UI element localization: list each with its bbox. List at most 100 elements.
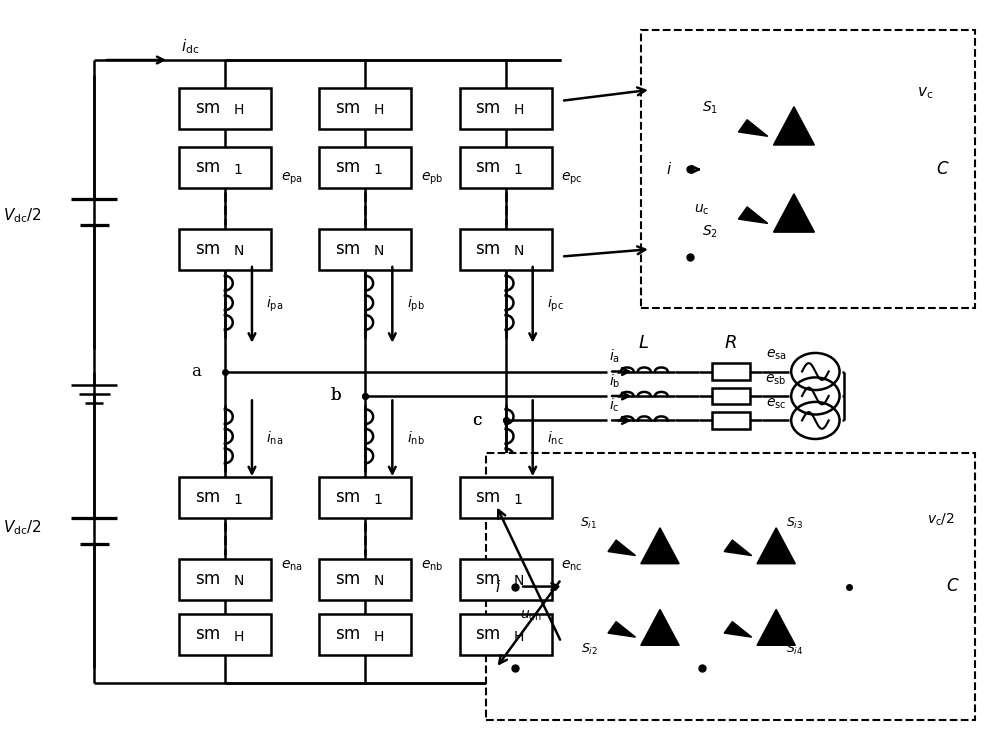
Text: $\mathrm{1}$: $\mathrm{1}$ [373,163,383,177]
Text: $\mathrm{sm}$: $\mathrm{sm}$ [195,571,220,588]
Text: a: a [191,363,201,380]
Text: $i$: $i$ [666,161,672,178]
Polygon shape [773,107,814,145]
Text: $\mathrm{1}$: $\mathrm{1}$ [513,163,523,177]
Text: $i$: $i$ [495,579,501,594]
Text: $\mathrm{sm}$: $\mathrm{sm}$ [475,241,501,258]
Text: $\mathrm{sm}$: $\mathrm{sm}$ [335,159,360,176]
Bar [486,453,975,720]
Text: c: c [472,412,481,429]
Text: $S_{i1}$: $S_{i1}$ [580,516,598,531]
Polygon shape [641,528,679,564]
Text: $\mathrm{1}$: $\mathrm{1}$ [233,163,242,177]
Text: $S_2$: $S_2$ [702,224,718,240]
Text: $\mathrm{H}$: $\mathrm{H}$ [373,103,384,117]
Text: $S_{i4}$: $S_{i4}$ [786,642,803,657]
Text: $e_{\mathrm{nb}}$: $e_{\mathrm{nb}}$ [421,559,443,574]
Bar [460,559,552,600]
Text: $\mathrm{sm}$: $\mathrm{sm}$ [335,626,360,643]
Text: $S_1$: $S_1$ [702,99,718,115]
Text: $V_{\mathrm{dc}}/2$: $V_{\mathrm{dc}}/2$ [3,207,41,225]
Text: $\mathrm{sm}$: $\mathrm{sm}$ [475,626,501,643]
Bar [179,88,271,129]
Text: $C$: $C$ [936,161,950,178]
Text: $\mathrm{1}$: $\mathrm{1}$ [513,493,523,507]
Polygon shape [757,528,795,564]
Text: $i_{\mathrm{b}}$: $i_{\mathrm{b}}$ [609,372,621,390]
Bar [460,88,552,129]
Text: $i_{\mathrm{nc}}$: $i_{\mathrm{nc}}$ [547,429,564,447]
Text: $C$: $C$ [946,578,960,595]
Text: $\mathrm{N}$: $\mathrm{N}$ [373,244,384,259]
Polygon shape [757,609,795,646]
Text: $u_{\mathrm{c}}$: $u_{\mathrm{c}}$ [694,203,710,218]
Bar [319,614,411,655]
Polygon shape [608,622,636,637]
Polygon shape [608,540,636,556]
Text: $v_{\mathrm{c}}$: $v_{\mathrm{c}}$ [917,85,933,101]
Text: $\mathrm{H}$: $\mathrm{H}$ [233,630,244,644]
Bar [712,412,750,429]
Text: $\mathrm{sm}$: $\mathrm{sm}$ [475,571,501,588]
Text: $u_{\mathrm{ch}}$: $u_{\mathrm{ch}}$ [520,609,542,623]
Polygon shape [738,120,768,136]
Text: $\mathrm{H}$: $\mathrm{H}$ [233,103,244,117]
Bar [179,147,271,188]
Polygon shape [773,194,814,232]
Text: $e_{\mathrm{pb}}$: $e_{\mathrm{pb}}$ [421,171,443,186]
Text: $v_{\mathrm{c}}/2$: $v_{\mathrm{c}}/2$ [927,512,954,528]
Text: $i_{\mathrm{c}}$: $i_{\mathrm{c}}$ [609,397,620,415]
Text: $e_{\mathrm{na}}$: $e_{\mathrm{na}}$ [281,559,302,574]
Bar [712,363,750,380]
Bar [712,388,750,404]
Text: $\mathrm{sm}$: $\mathrm{sm}$ [335,241,360,258]
Bar [460,229,552,270]
Text: b: b [330,387,341,404]
Text: $\mathrm{sm}$: $\mathrm{sm}$ [195,100,220,117]
Bar [179,559,271,600]
Text: $\mathrm{sm}$: $\mathrm{sm}$ [475,159,501,176]
Text: $e_{\mathrm{pa}}$: $e_{\mathrm{pa}}$ [281,171,302,186]
Text: $i_{\mathrm{dc}}$: $i_{\mathrm{dc}}$ [181,37,200,56]
Text: $\mathrm{sm}$: $\mathrm{sm}$ [195,241,220,258]
Text: $i_{\mathrm{nb}}$: $i_{\mathrm{nb}}$ [407,429,425,447]
Text: $S_{i3}$: $S_{i3}$ [786,516,803,531]
Text: $\mathrm{sm}$: $\mathrm{sm}$ [195,489,220,506]
Text: $\mathrm{N}$: $\mathrm{N}$ [233,244,244,259]
Text: $e_{\mathrm{sc}}$: $e_{\mathrm{sc}}$ [766,397,786,412]
Text: $\mathrm{H}$: $\mathrm{H}$ [513,103,524,117]
Bar [460,477,552,518]
Text: $\mathrm{H}$: $\mathrm{H}$ [513,630,524,644]
Text: $\mathrm{1}$: $\mathrm{1}$ [233,493,242,507]
Text: $\mathrm{sm}$: $\mathrm{sm}$ [335,571,360,588]
Bar [319,88,411,129]
Polygon shape [724,622,752,637]
Text: b: b [330,387,341,404]
Text: $i_{\mathrm{pb}}$: $i_{\mathrm{pb}}$ [407,295,425,314]
Text: $\mathrm{sm}$: $\mathrm{sm}$ [195,626,220,643]
Polygon shape [641,609,679,646]
Bar [179,477,271,518]
Bar [319,147,411,188]
Bar [319,229,411,270]
Text: $S_{i2}$: $S_{i2}$ [581,642,598,657]
Polygon shape [724,540,752,556]
Text: $\mathrm{sm}$: $\mathrm{sm}$ [335,489,360,506]
Text: $i_{\mathrm{pc}}$: $i_{\mathrm{pc}}$ [547,295,564,314]
Bar [641,30,975,308]
Bar [179,229,271,270]
Text: $e_{\mathrm{pc}}$: $e_{\mathrm{pc}}$ [561,171,583,186]
Text: $i_{\mathrm{a}}$: $i_{\mathrm{a}}$ [609,348,620,366]
Text: $e_{\mathrm{nc}}$: $e_{\mathrm{nc}}$ [561,559,583,574]
Text: $L$: $L$ [638,334,649,352]
Text: $e_{\mathrm{sb}}$: $e_{\mathrm{sb}}$ [765,372,786,387]
Text: c: c [472,412,481,429]
Text: $R$: $R$ [724,334,737,352]
Text: $\mathrm{N}$: $\mathrm{N}$ [233,574,244,588]
Text: $V_{\mathrm{dc}}/2$: $V_{\mathrm{dc}}/2$ [3,518,41,536]
Text: $i_{\mathrm{na}}$: $i_{\mathrm{na}}$ [266,429,284,447]
Bar [319,559,411,600]
Text: $\mathrm{sm}$: $\mathrm{sm}$ [475,100,501,117]
Bar [179,614,271,655]
Text: $\mathrm{N}$: $\mathrm{N}$ [513,244,524,259]
